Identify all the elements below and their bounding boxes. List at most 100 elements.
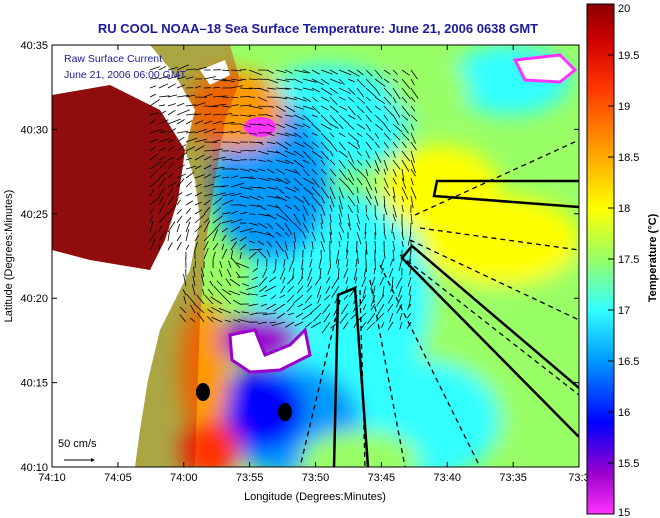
current-vector <box>329 87 338 94</box>
current-vector <box>167 109 176 116</box>
current-vector <box>374 78 386 87</box>
current-vector <box>266 240 273 248</box>
current-vector <box>338 69 352 76</box>
current-vector <box>325 276 331 284</box>
current-vector <box>230 114 239 116</box>
current-vector <box>248 293 259 296</box>
current-vector <box>221 243 225 251</box>
current-vector <box>347 150 355 164</box>
current-vector <box>282 276 286 284</box>
current-vector <box>365 69 373 77</box>
current-vector <box>311 78 324 86</box>
current-vector <box>320 78 330 85</box>
current-vector <box>194 102 206 107</box>
current-vector <box>285 321 295 328</box>
current-vector <box>221 105 232 108</box>
current-vector <box>185 76 194 80</box>
current-vector <box>358 294 367 307</box>
current-vector <box>356 177 363 186</box>
current-vector <box>383 69 391 75</box>
current-vector <box>409 249 412 263</box>
current-vector <box>311 132 318 136</box>
current-vector <box>347 87 356 96</box>
current-vector <box>167 188 174 197</box>
current-vector <box>297 303 304 308</box>
current-vector <box>329 231 332 244</box>
current-vector <box>230 96 239 99</box>
current-vector <box>293 150 305 158</box>
current-vector <box>383 141 390 149</box>
y-tick-label: 40:25 <box>20 209 48 221</box>
current-vector <box>310 249 313 258</box>
current-vector <box>149 238 156 251</box>
current-vector <box>293 240 296 250</box>
current-vector <box>342 321 349 330</box>
current-vector <box>392 240 395 251</box>
current-vector <box>212 113 222 116</box>
current-vector <box>221 185 229 188</box>
current-vector <box>284 150 296 156</box>
current-vector <box>266 123 275 128</box>
current-vector <box>307 276 313 287</box>
current-vector <box>275 240 285 253</box>
current-vector <box>194 120 204 125</box>
current-vector <box>185 157 192 161</box>
current-vector <box>257 78 268 80</box>
current-vector <box>203 155 212 161</box>
current-vector <box>391 276 394 289</box>
current-vector <box>287 276 295 285</box>
current-vector <box>392 186 396 198</box>
current-vector <box>339 312 349 324</box>
current-vector <box>248 195 260 201</box>
current-vector <box>230 104 239 107</box>
current-vector <box>176 178 185 188</box>
current-vector <box>284 132 297 137</box>
current-vector <box>383 231 387 240</box>
current-vector <box>383 195 386 206</box>
current-vector <box>302 114 313 124</box>
current-vector <box>401 78 411 89</box>
current-vector <box>176 209 182 215</box>
current-vector <box>345 285 349 293</box>
current-vector <box>268 276 277 283</box>
current-vector <box>338 114 350 125</box>
current-vector <box>329 213 332 223</box>
current-vector <box>203 113 212 116</box>
current-vector <box>329 96 338 105</box>
current-vector <box>167 242 173 251</box>
current-vector <box>176 223 181 233</box>
current-vector <box>284 96 297 101</box>
current-vector <box>239 236 247 242</box>
current-vector <box>302 150 312 160</box>
current-vector <box>383 123 391 133</box>
current-vector <box>246 285 259 290</box>
current-vector <box>158 119 169 125</box>
current-vector <box>248 132 257 135</box>
current-vector <box>311 114 318 118</box>
current-vector <box>221 121 235 125</box>
current-vector <box>392 114 400 126</box>
current-vector <box>196 294 205 305</box>
current-vector <box>176 199 182 206</box>
current-vector <box>392 150 396 158</box>
current-vector <box>185 68 196 71</box>
current-vector <box>302 168 310 177</box>
current-vector <box>408 294 412 308</box>
current-vector <box>203 120 213 125</box>
current-vector <box>275 141 289 150</box>
current-vector <box>311 159 317 166</box>
current-vector <box>257 249 267 259</box>
current-vector <box>203 183 214 188</box>
current-vector <box>302 141 314 150</box>
current-vector <box>320 213 324 224</box>
current-vector <box>353 321 358 328</box>
current-vector <box>293 96 307 102</box>
current-vector <box>248 222 259 226</box>
current-vector <box>293 222 303 233</box>
current-vector <box>311 186 321 197</box>
current-vector <box>390 285 394 293</box>
current-vector <box>248 168 259 173</box>
current-vector <box>353 294 358 305</box>
current-vector <box>374 168 380 175</box>
